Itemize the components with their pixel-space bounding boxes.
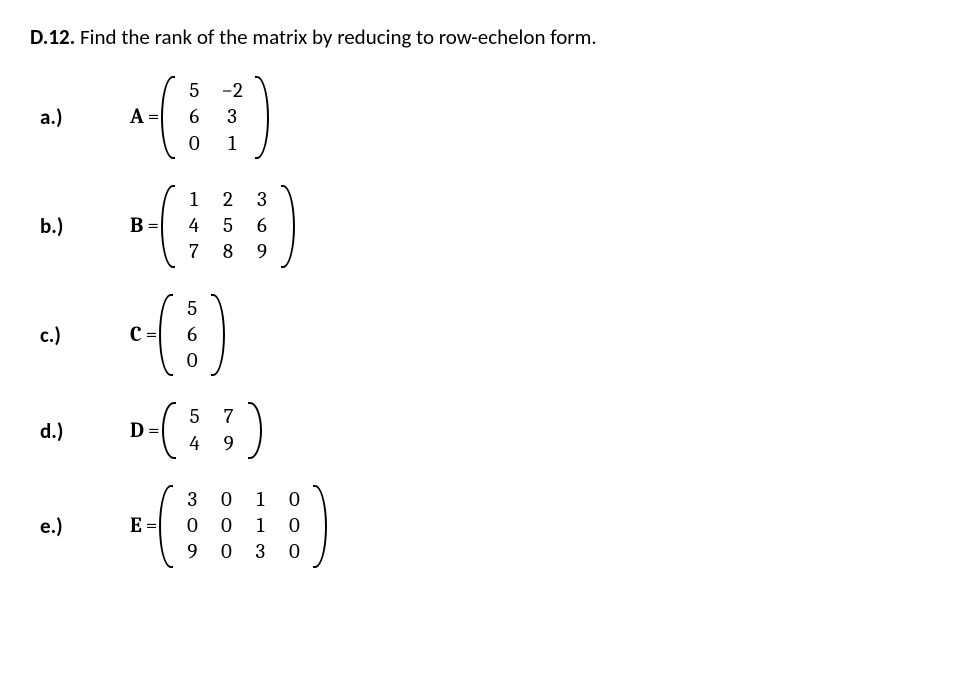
matrix-cell: 0 <box>277 539 311 565</box>
matrix-row: 57 <box>178 404 246 430</box>
matrix-row: 01 <box>177 131 253 157</box>
matrix-body: 123456789 <box>177 187 279 266</box>
matrix-body: 5−26301 <box>177 78 253 157</box>
matrix-row: 5 <box>175 296 209 322</box>
matrix-cell: 3 <box>243 539 277 565</box>
problem-list: a.)A=5−26301b.)B=123456789c.)C=560d.)D=5… <box>30 76 946 568</box>
problem-label: d.) <box>40 418 130 444</box>
matrix-name: B <box>130 214 143 238</box>
matrix-row: 9030 <box>175 539 311 565</box>
problem-label: e.) <box>40 513 130 539</box>
matrix-cell: 7 <box>212 404 246 430</box>
right-paren <box>313 485 325 568</box>
matrix-cell: 3 <box>245 187 279 213</box>
left-paren <box>161 485 173 568</box>
matrix-name: D <box>130 419 144 443</box>
left-paren <box>164 402 176 459</box>
matrix-row: 49 <box>178 431 246 457</box>
matrix-body: 560 <box>175 296 209 375</box>
matrix-row: 5−2 <box>177 78 253 104</box>
matrix-body: 5749 <box>178 404 246 457</box>
problem-item: b.)B=123456789 <box>30 185 946 268</box>
matrix-cell: 6 <box>245 213 279 239</box>
matrix-cell: 0 <box>277 513 311 539</box>
problem-item: a.)A=5−26301 <box>30 76 946 159</box>
matrix-name: E <box>130 514 142 538</box>
matrix-cell: 3 <box>211 104 253 130</box>
matrix-row: 63 <box>177 104 253 130</box>
matrix-cell: 0 <box>177 131 211 157</box>
matrix-row: 6 <box>175 322 209 348</box>
matrix-cell: 1 <box>211 131 253 157</box>
matrix-cell: 9 <box>212 431 246 457</box>
matrix: 301000109030 <box>161 485 325 568</box>
heading-number: D.12. <box>30 24 75 50</box>
matrix-cell: 3 <box>175 487 209 513</box>
matrix-cell: 5 <box>175 296 209 322</box>
right-paren <box>281 185 293 268</box>
problem-item: e.)E=301000109030 <box>30 485 946 568</box>
matrix-cell: 5 <box>178 404 212 430</box>
problem-label: a.) <box>40 104 130 130</box>
right-paren <box>248 402 260 459</box>
matrix-cell: 0 <box>175 513 209 539</box>
matrix-row: 3010 <box>175 487 311 513</box>
matrix-row: 0 <box>175 348 209 374</box>
matrix-cell: 4 <box>177 213 211 239</box>
matrix-cell: 2 <box>211 187 245 213</box>
matrix-body: 301000109030 <box>175 487 311 566</box>
problem-label: b.) <box>40 213 130 239</box>
problem-heading: D.12. Find the rank of the matrix by red… <box>30 24 946 50</box>
right-paren <box>255 76 267 159</box>
problem-label: c.) <box>40 322 130 348</box>
heading-text: Find the rank of the matrix by reducing … <box>80 24 597 50</box>
matrix: 5−26301 <box>163 76 267 159</box>
matrix-cell: 6 <box>175 322 209 348</box>
matrix-row: 456 <box>177 213 279 239</box>
matrix-row: 123 <box>177 187 279 213</box>
matrix-name: A <box>130 105 144 129</box>
matrix-cell: 5 <box>177 78 211 104</box>
matrix-cell: 1 <box>177 187 211 213</box>
matrix-cell: 9 <box>175 539 209 565</box>
matrix-row: 0010 <box>175 513 311 539</box>
matrix-name: C <box>130 323 142 347</box>
left-paren <box>161 294 173 377</box>
matrix-cell: 0 <box>209 513 243 539</box>
left-paren <box>163 76 175 159</box>
matrix-cell: 1 <box>243 513 277 539</box>
matrix-cell: 0 <box>209 487 243 513</box>
matrix-cell: 9 <box>245 239 279 265</box>
matrix: 560 <box>161 294 223 377</box>
matrix: 5749 <box>164 402 260 459</box>
matrix-row: 789 <box>177 239 279 265</box>
matrix-cell: 0 <box>277 487 311 513</box>
right-paren <box>211 294 223 377</box>
matrix: 123456789 <box>163 185 293 268</box>
problem-item: d.)D= 5749 <box>30 402 946 459</box>
matrix-cell: 0 <box>175 348 209 374</box>
matrix-cell: −2 <box>211 78 253 104</box>
matrix-cell: 1 <box>243 487 277 513</box>
matrix-cell: 6 <box>177 104 211 130</box>
matrix-cell: 8 <box>211 239 245 265</box>
matrix-cell: 7 <box>177 239 211 265</box>
left-paren <box>163 185 175 268</box>
problem-item: c.)C=560 <box>30 294 946 377</box>
matrix-cell: 4 <box>178 431 212 457</box>
equals-sign: = <box>144 419 164 443</box>
matrix-cell: 5 <box>211 213 245 239</box>
matrix-cell: 0 <box>209 539 243 565</box>
